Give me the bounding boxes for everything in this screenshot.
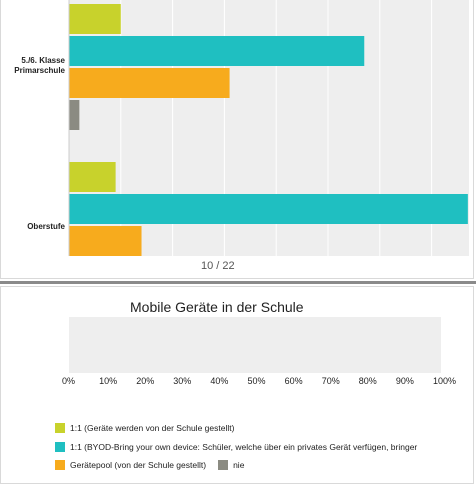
x-tick-label: 30% [173,376,192,386]
category-label-oberstufe: Oberstufe [27,222,65,231]
bar-series-2-cat-2 [69,194,468,224]
bottom-chart-panel: Mobile Geräte in der Schule 0% 10% 20% 30% 4… [0,286,474,484]
legend-swatch [55,423,65,433]
bar-series-2-cat-1 [69,36,365,66]
x-tick-label: 20% [136,376,155,386]
legend-item-3: Gerätepool (von der Schule gestellt) nie [55,460,244,470]
x-tick-label: 10% [99,376,118,386]
bar-series-3-cat-2 [69,226,142,256]
x-tick-label: 60% [284,376,303,386]
legend-swatch [55,460,65,470]
bar-series-1-cat-1 [69,4,121,34]
legend-label: Gerätepool (von der Schule gestellt) [70,460,207,470]
legend-swatch [218,460,229,470]
legend-swatch [55,442,65,452]
legend-item-2: 1:1 (BYOD-Bring your own device: Schüler… [55,442,417,452]
bottom-plot-area [69,317,441,373]
x-tick-label: 0% [62,376,76,386]
chart-title: Mobile Geräte in der Schule [130,299,304,315]
bar-series-4-cat-1 [69,100,80,130]
x-tick-label: 90% [395,376,414,386]
x-tick-label: 40% [210,376,229,386]
x-tick-label: 70% [321,376,340,386]
category-label-primarschule: 5./6. Klasse Primarschule [5,56,65,76]
legend-label: 1:1 (BYOD-Bring your own device: Schüler… [70,442,418,452]
category-label-line: 5./6. Klasse Primarschule [14,56,65,75]
bar-series-3-cat-1 [69,68,230,98]
page-indicator: 10 / 22 [201,260,235,272]
x-tick-label: 100% [433,376,457,386]
legend-label: nie [233,460,245,470]
legend-item-1: 1:1 (Geräte werden von der Schule gestel… [55,423,234,433]
bar-series-1-cat-2 [69,162,116,192]
x-tick-label: 80% [358,376,377,386]
page-separator [0,281,476,284]
x-tick-label: 50% [247,376,266,386]
legend-label: 1:1 (Geräte werden von der Schule gestel… [70,423,235,433]
